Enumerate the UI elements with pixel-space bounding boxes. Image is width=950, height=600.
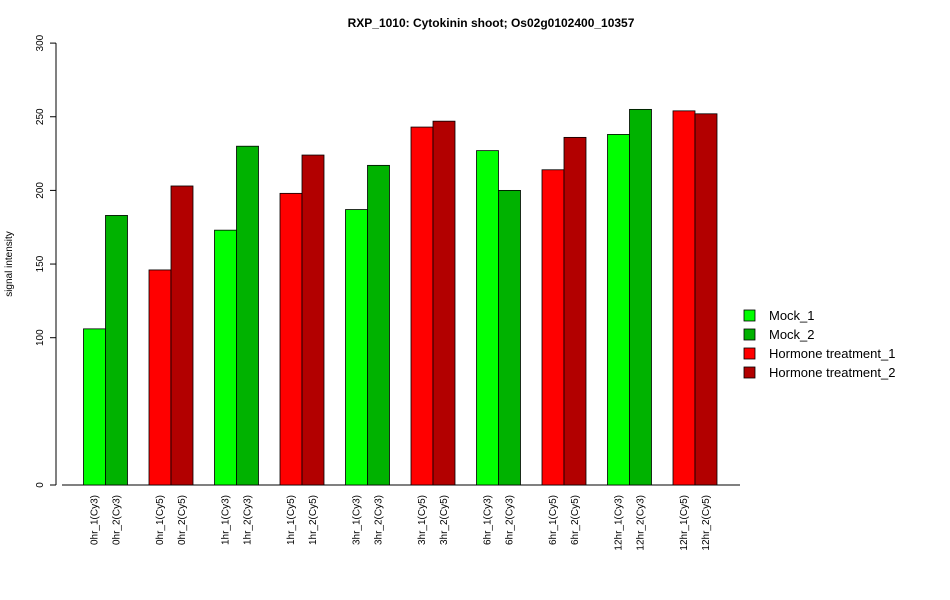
y-tick-label: 0 [35, 482, 46, 488]
x-tick-label: 3hr_2(Cy5) [439, 495, 450, 545]
bar [672, 110, 696, 486]
x-tick-label: 6hr_2(Cy3) [505, 495, 516, 545]
legend-swatch [743, 347, 756, 360]
x-tick-label: 12hr_2(Cy5) [701, 495, 712, 551]
y-tick-label: 250 [35, 108, 46, 125]
legend-swatch [743, 328, 756, 341]
x-tick-label: 1hr_1(Cy5) [286, 495, 297, 545]
x-tick-label: 0hr_2(Cy5) [177, 495, 188, 545]
chart-title: RXP_1010: Cytokinin shoot; Os02g0102400_… [348, 16, 635, 30]
bar [148, 269, 172, 486]
bar [105, 215, 128, 486]
x-tick-label: 12hr_1(Cy3) [614, 495, 625, 551]
bar [410, 126, 434, 486]
bar [476, 150, 499, 486]
legend-swatch [743, 366, 756, 379]
y-tick-label: 200 [35, 182, 46, 199]
legend-swatch [743, 309, 756, 322]
bar [367, 164, 390, 486]
y-axis-label: signal intensity [4, 231, 15, 297]
x-tick-label: 12hr_2(Cy3) [636, 495, 647, 551]
bar [432, 120, 456, 486]
x-tick-label: 1hr_1(Cy3) [221, 495, 232, 545]
bar [607, 134, 630, 486]
x-tick-label: 3hr_2(Cy3) [374, 495, 385, 545]
x-tick-label: 6hr_1(Cy5) [548, 495, 559, 545]
bars [83, 108, 718, 486]
x-tick-label: 6hr_1(Cy3) [483, 495, 494, 545]
x-tick-labels: 0hr_1(Cy3) 0hr_2(Cy3) 0hr_1(Cy5) 0hr_2(Cy5)… [90, 495, 713, 551]
x-tick-label: 3hr_1(Cy3) [352, 495, 363, 545]
legend: Mock_1 Mock_2 Hormone treatment_1 Hormone t… [743, 308, 895, 380]
bar [236, 145, 259, 486]
bar [214, 229, 237, 486]
bar [541, 169, 565, 486]
bar [279, 192, 303, 486]
x-tick-label: 1hr_2(Cy5) [308, 495, 319, 545]
bar [301, 154, 325, 486]
y-tick-label: 100 [35, 329, 46, 346]
x-tick-label: 12hr_1(Cy5) [679, 495, 690, 551]
x-tick-label: 0hr_1(Cy3) [90, 495, 101, 545]
bar [170, 185, 194, 486]
legend-label: Hormone treatment_2 [769, 365, 895, 380]
y-tick-label: 150 [35, 255, 46, 272]
x-tick-label: 3hr_1(Cy5) [417, 495, 428, 545]
legend-label: Hormone treatment_1 [769, 346, 895, 361]
bar [629, 108, 652, 486]
bar [563, 136, 587, 486]
y-axis: 0 100 150 200 250 300 [35, 34, 57, 488]
bar [498, 189, 521, 486]
x-tick-label: 0hr_1(Cy5) [155, 495, 166, 545]
x-tick-label: 1hr_2(Cy3) [243, 495, 254, 545]
bar [345, 209, 368, 486]
x-tick-label: 6hr_2(Cy5) [570, 495, 581, 545]
y-tick-label: 300 [35, 34, 46, 51]
legend-label: Mock_1 [769, 308, 815, 323]
x-tick-label: 0hr_2(Cy3) [112, 495, 123, 545]
bar [83, 328, 106, 486]
bar [694, 113, 718, 486]
legend-label: Mock_2 [769, 327, 815, 342]
